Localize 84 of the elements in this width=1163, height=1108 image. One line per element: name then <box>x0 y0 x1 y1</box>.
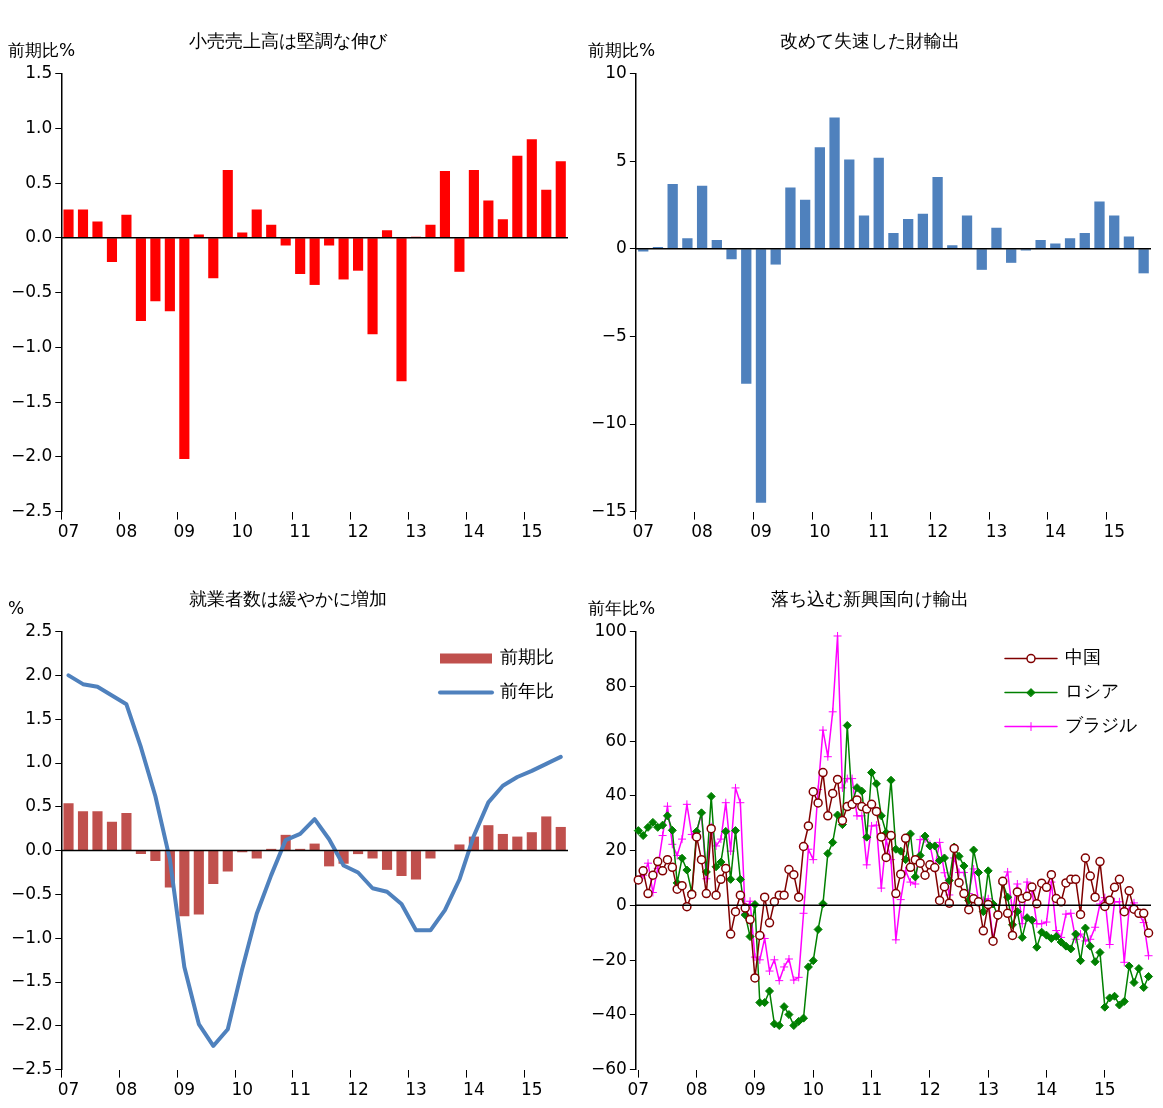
legend-label: 中国 <box>1065 646 1101 668</box>
chart-title: 落ち込む新興国向け輸出 <box>770 588 969 610</box>
y-tick-label: 60 <box>605 729 627 750</box>
legend-label: 前期比 <box>500 646 554 668</box>
x-tick-label: 10 <box>231 1079 254 1100</box>
x-tick-label: 08 <box>115 521 138 542</box>
x-tick-label: 15 <box>520 521 543 542</box>
y-tick-label: 0.0 <box>25 226 53 247</box>
x-tick-label: 15 <box>1094 1079 1116 1100</box>
y-tick-label: −1.5 <box>11 970 53 991</box>
y-tick-label: 80 <box>605 674 627 695</box>
y-axis-title: 前年比% <box>588 597 656 618</box>
chart-title: 小売売上高は堅調な伸び <box>189 30 388 52</box>
y-tick-label: 20 <box>605 839 627 860</box>
x-tick-label: 07 <box>57 521 80 542</box>
x-tick-label: 12 <box>347 1079 369 1100</box>
x-tick-label: 09 <box>750 521 772 542</box>
x-tick-label: 10 <box>802 1079 825 1100</box>
x-tick-label: 07 <box>57 1079 80 1100</box>
x-tick-label: 07 <box>627 1079 650 1100</box>
x-tick-label: 07 <box>632 521 655 542</box>
x-tick-label: 12 <box>926 521 949 542</box>
x-tick-label: 08 <box>691 521 713 542</box>
x-tick-label: 13 <box>405 1079 427 1100</box>
legend-label: ロシア <box>1065 680 1119 702</box>
chart-title: 改めて失速した財輸出 <box>779 30 960 52</box>
x-tick-label: 10 <box>809 521 831 542</box>
y-tick-label: 1.0 <box>25 116 53 137</box>
y-tick-label: −20 <box>590 948 627 969</box>
y-tick-label: 5 <box>616 149 627 170</box>
y-tick-label: −2.0 <box>11 445 53 466</box>
x-tick-label: 11 <box>289 1079 311 1100</box>
y-tick-label: −15 <box>590 500 627 521</box>
x-tick-label: 10 <box>231 521 254 542</box>
legend-label: ブラジル <box>1065 714 1137 736</box>
x-tick-label: 11 <box>289 521 311 542</box>
x-tick-label: 15 <box>1103 521 1126 542</box>
y-tick-label: 0 <box>616 237 627 258</box>
x-tick-label: 14 <box>463 521 485 542</box>
x-tick-label: 14 <box>1035 1079 1058 1100</box>
x-tick-label: 13 <box>405 521 427 542</box>
y-tick-label: −2.5 <box>11 1058 53 1079</box>
y-tick-label: −10 <box>590 412 627 433</box>
y-tick-label: −2.5 <box>11 500 53 521</box>
y-tick-label: 1.5 <box>25 707 53 728</box>
y-tick-label: −1.5 <box>11 390 53 411</box>
y-tick-label: −0.5 <box>11 882 53 903</box>
y-tick-label: −5 <box>601 324 627 345</box>
x-tick-label: 11 <box>860 1079 883 1100</box>
x-tick-label: 13 <box>985 521 1008 542</box>
chart-title: 就業者数は緩やかに増加 <box>189 588 387 610</box>
x-tick-label: 09 <box>173 521 196 542</box>
y-tick-label: −60 <box>590 1058 627 1079</box>
y-tick-label: 2.5 <box>25 620 53 641</box>
x-tick-label: 12 <box>347 521 369 542</box>
y-tick-label: 100 <box>594 620 627 641</box>
x-tick-label: 09 <box>744 1079 766 1100</box>
y-tick-label: −2.0 <box>11 1014 53 1035</box>
y-tick-label: 0.0 <box>25 839 53 860</box>
y-tick-label: 1.0 <box>25 751 53 772</box>
x-tick-label: 12 <box>919 1079 941 1100</box>
y-tick-label: −1.0 <box>11 926 53 947</box>
y-tick-label: 2.0 <box>25 663 53 684</box>
y-tick-label: −0.5 <box>11 281 53 302</box>
x-tick-label: 15 <box>520 1079 543 1100</box>
y-tick-label: 40 <box>605 784 627 805</box>
y-tick-label: 10 <box>605 62 627 83</box>
y-tick-label: −1.0 <box>11 335 53 356</box>
y-tick-label: 0.5 <box>25 171 53 192</box>
x-tick-label: 14 <box>1044 521 1067 542</box>
x-tick-label: 08 <box>685 1079 708 1100</box>
x-tick-label: 11 <box>867 521 890 542</box>
y-axis-title: 前期比% <box>588 39 656 60</box>
y-tick-label: 0.5 <box>25 795 53 816</box>
legend-label: 前年比 <box>500 680 554 702</box>
y-axis-title: 前期比% <box>8 39 76 60</box>
y-tick-label: −40 <box>590 1003 627 1024</box>
x-tick-label: 14 <box>463 1079 485 1100</box>
x-tick-label: 09 <box>173 1079 196 1100</box>
x-tick-label: 13 <box>977 1079 1000 1100</box>
x-tick-label: 08 <box>115 1079 138 1100</box>
y-tick-label: 0 <box>616 893 627 914</box>
y-tick-label: 1.5 <box>25 62 53 83</box>
y-axis-title: % <box>8 597 25 618</box>
